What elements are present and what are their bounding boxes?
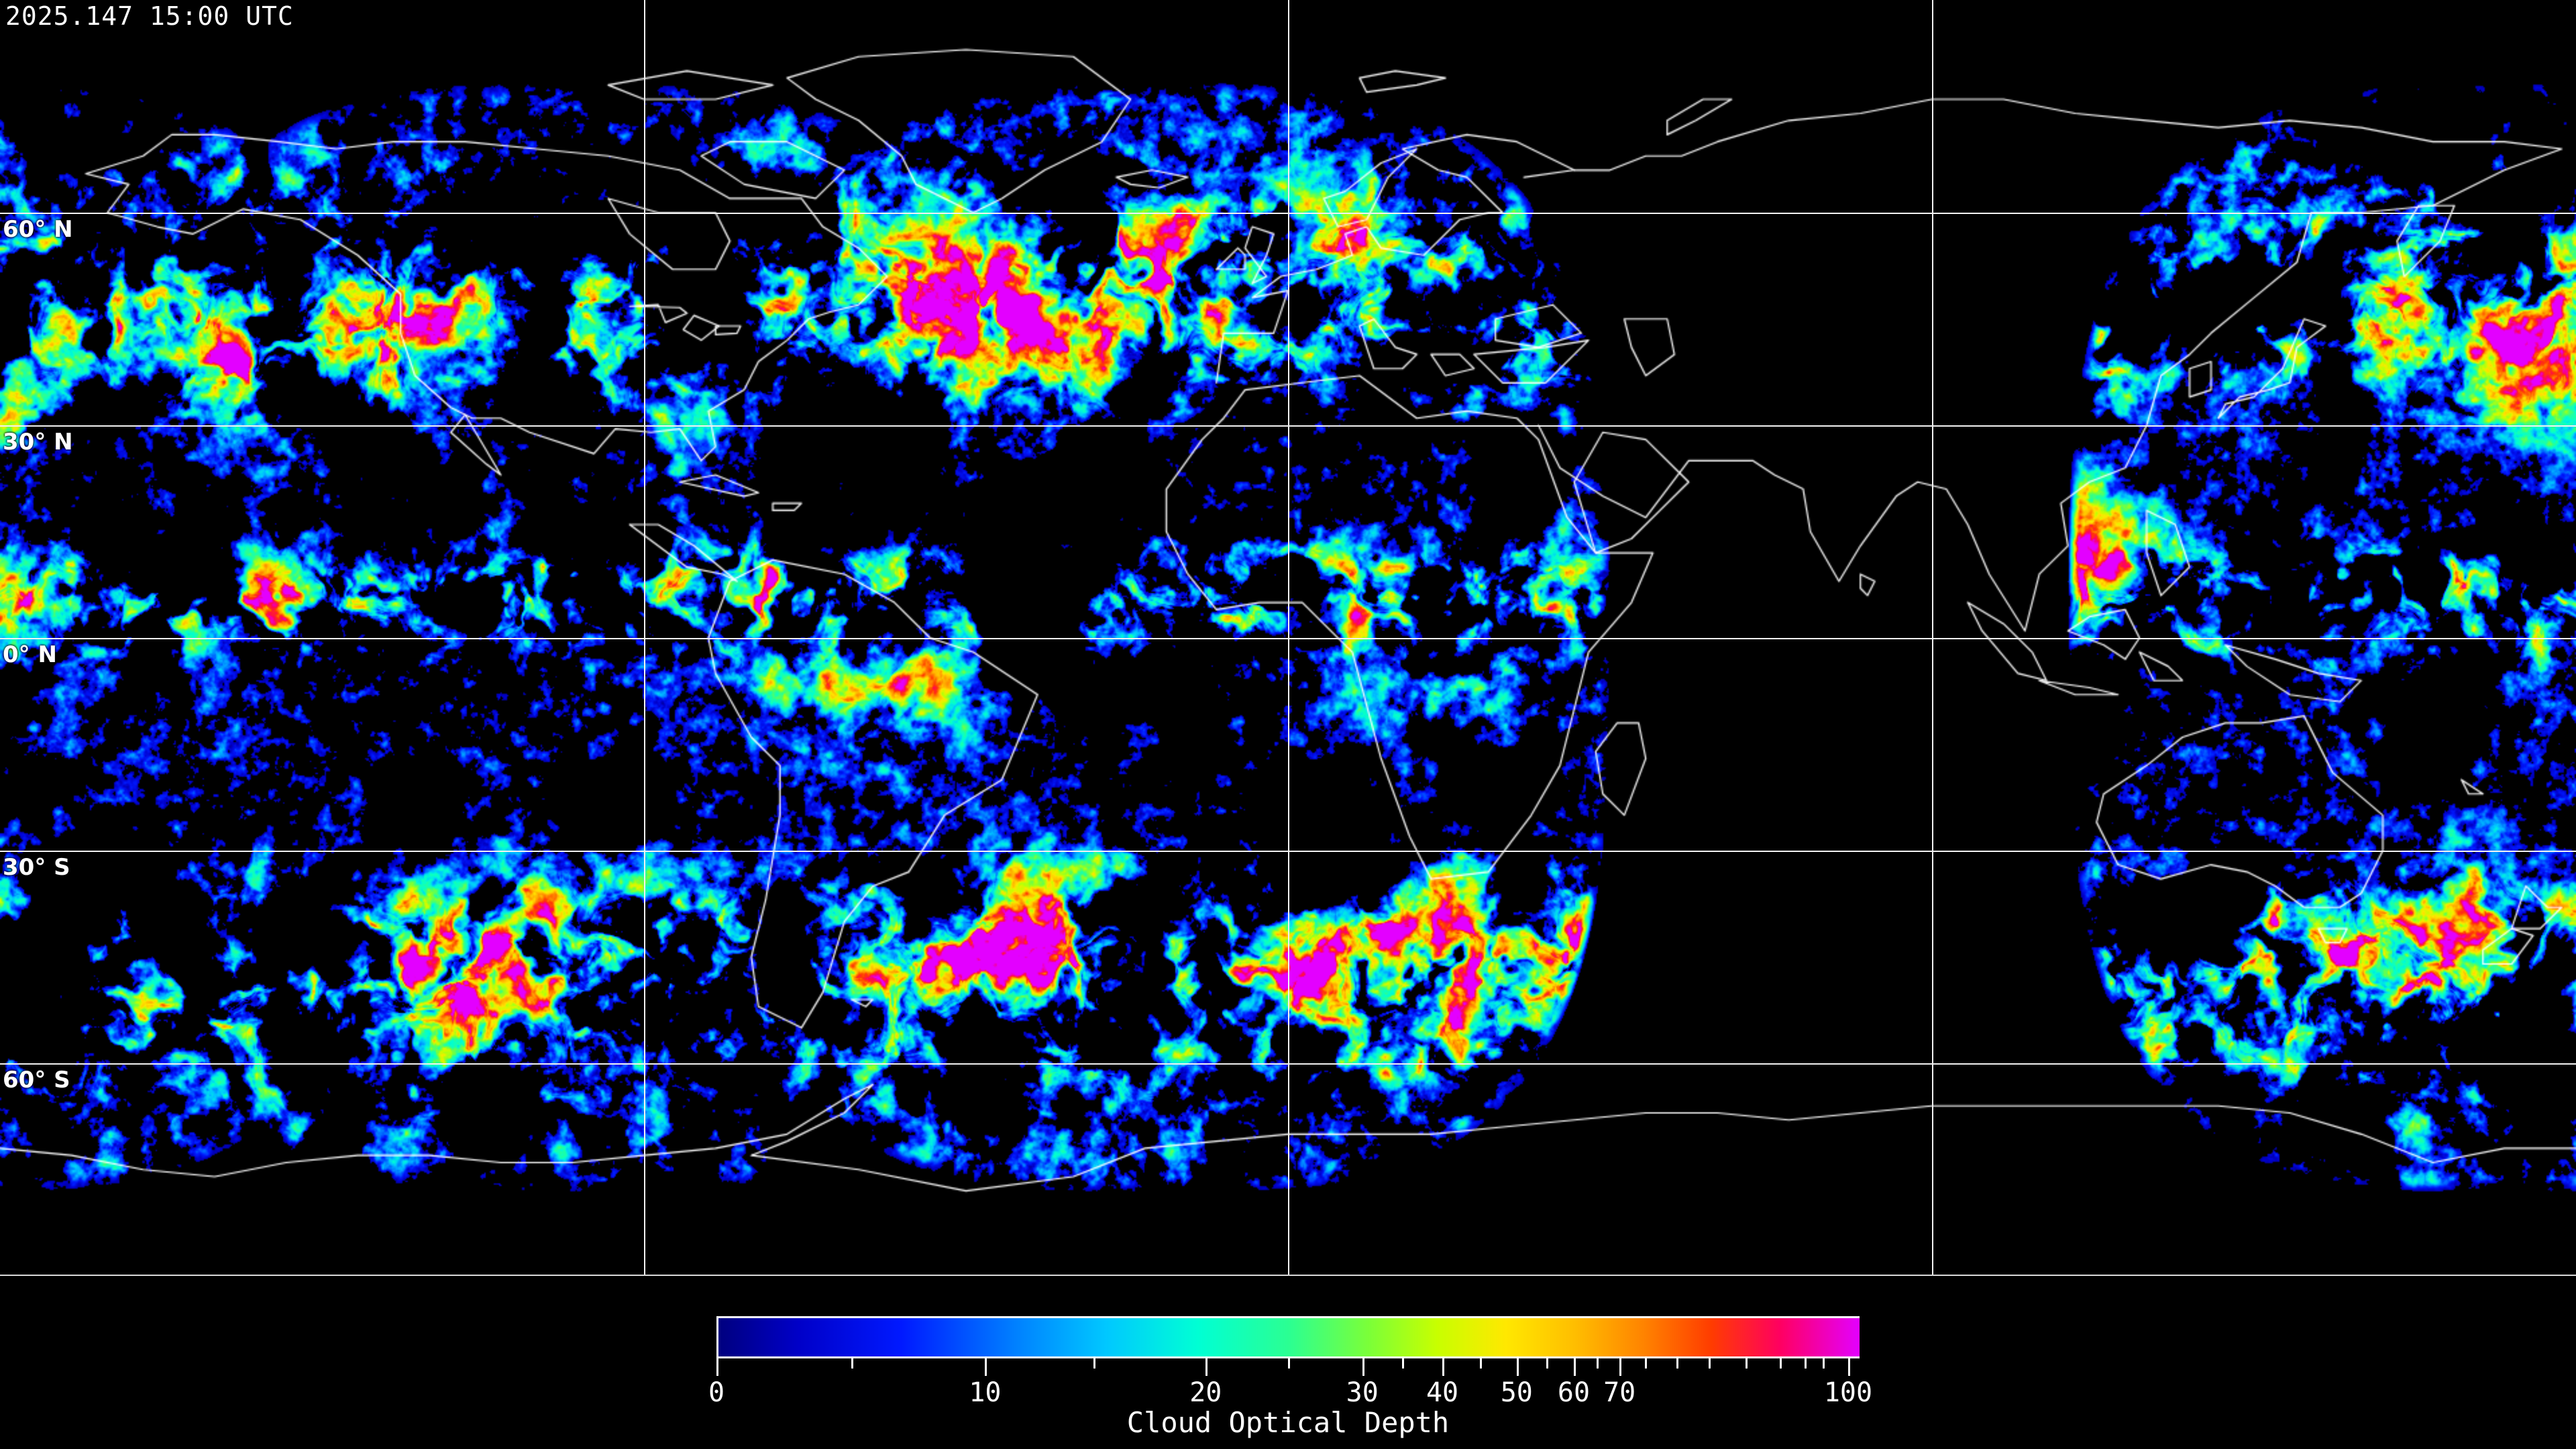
colorbar-minor-tick-11: [1779, 1358, 1782, 1368]
colorbar-tick-40: [1442, 1358, 1445, 1376]
timestamp-label: 2025.147 15:00 UTC: [5, 1, 294, 31]
colorbar-tick-30: [1362, 1358, 1364, 1376]
colorbar-tick-100: [1847, 1358, 1850, 1376]
cloud-optical-depth-raster: [0, 0, 2576, 1276]
colorbar-tick-70: [1619, 1358, 1622, 1376]
colorbar-tick-20: [1205, 1358, 1208, 1376]
colorbar-minor-tick-3: [1402, 1358, 1405, 1368]
colorbar-gradient: [716, 1316, 1860, 1356]
colorbar-minor-tick-6: [1597, 1358, 1599, 1368]
colorbar-tick-label-60: 60: [1557, 1377, 1591, 1408]
colorbar-tick-60: [1574, 1358, 1576, 1376]
colorbar-tick-label-70: 70: [1603, 1377, 1636, 1408]
colorbar-minor-tick-9: [1709, 1358, 1711, 1368]
colorbar-minor-tick-8: [1676, 1358, 1679, 1368]
colorbar-minor-tick-10: [1745, 1358, 1748, 1368]
colorbar-tick-label-0: 0: [708, 1377, 725, 1408]
colorbar-minor-tick-2: [1288, 1358, 1290, 1368]
colorbar-axis-line: [716, 1356, 1860, 1358]
colorbar-tick-10: [985, 1358, 987, 1376]
colorbar-tick-label-10: 10: [969, 1377, 1002, 1408]
colorbar-minor-tick-13: [1823, 1358, 1825, 1368]
colorbar-tick-label-50: 50: [1500, 1377, 1533, 1408]
colorbar-title: Cloud Optical Depth: [1126, 1406, 1450, 1439]
colorbar[interactable]: 0 10 20 30 40 50 60 70 100: [708, 1316, 1872, 1407]
colorbar-minor-tick-7: [1644, 1358, 1647, 1368]
colorbar-minor-tick-4: [1480, 1358, 1483, 1368]
colorbar-tick-label-40: 40: [1426, 1377, 1459, 1408]
colorbar-tick-0: [716, 1358, 718, 1376]
colorbar-minor-tick-1: [1093, 1358, 1096, 1368]
map-bottom-border: [0, 1275, 2576, 1277]
colorbar-tick-label-100: 100: [1823, 1377, 1873, 1408]
colorbar-tick-label-30: 30: [1346, 1377, 1379, 1408]
colorbar-minor-tick-0: [851, 1358, 854, 1368]
colorbar-tick-50: [1516, 1358, 1519, 1376]
colorbar-minor-tick-5: [1546, 1358, 1549, 1368]
map-panel[interactable]: 60° N 30° N 0° N 30° S 60° S: [0, 0, 2576, 1276]
colorbar-minor-tick-12: [1805, 1358, 1807, 1368]
colorbar-area: 0 10 20 30 40 50 60 70 100 Cloud Optical Depth: [0, 1276, 2576, 1449]
colorbar-tick-label-20: 20: [1189, 1377, 1222, 1408]
